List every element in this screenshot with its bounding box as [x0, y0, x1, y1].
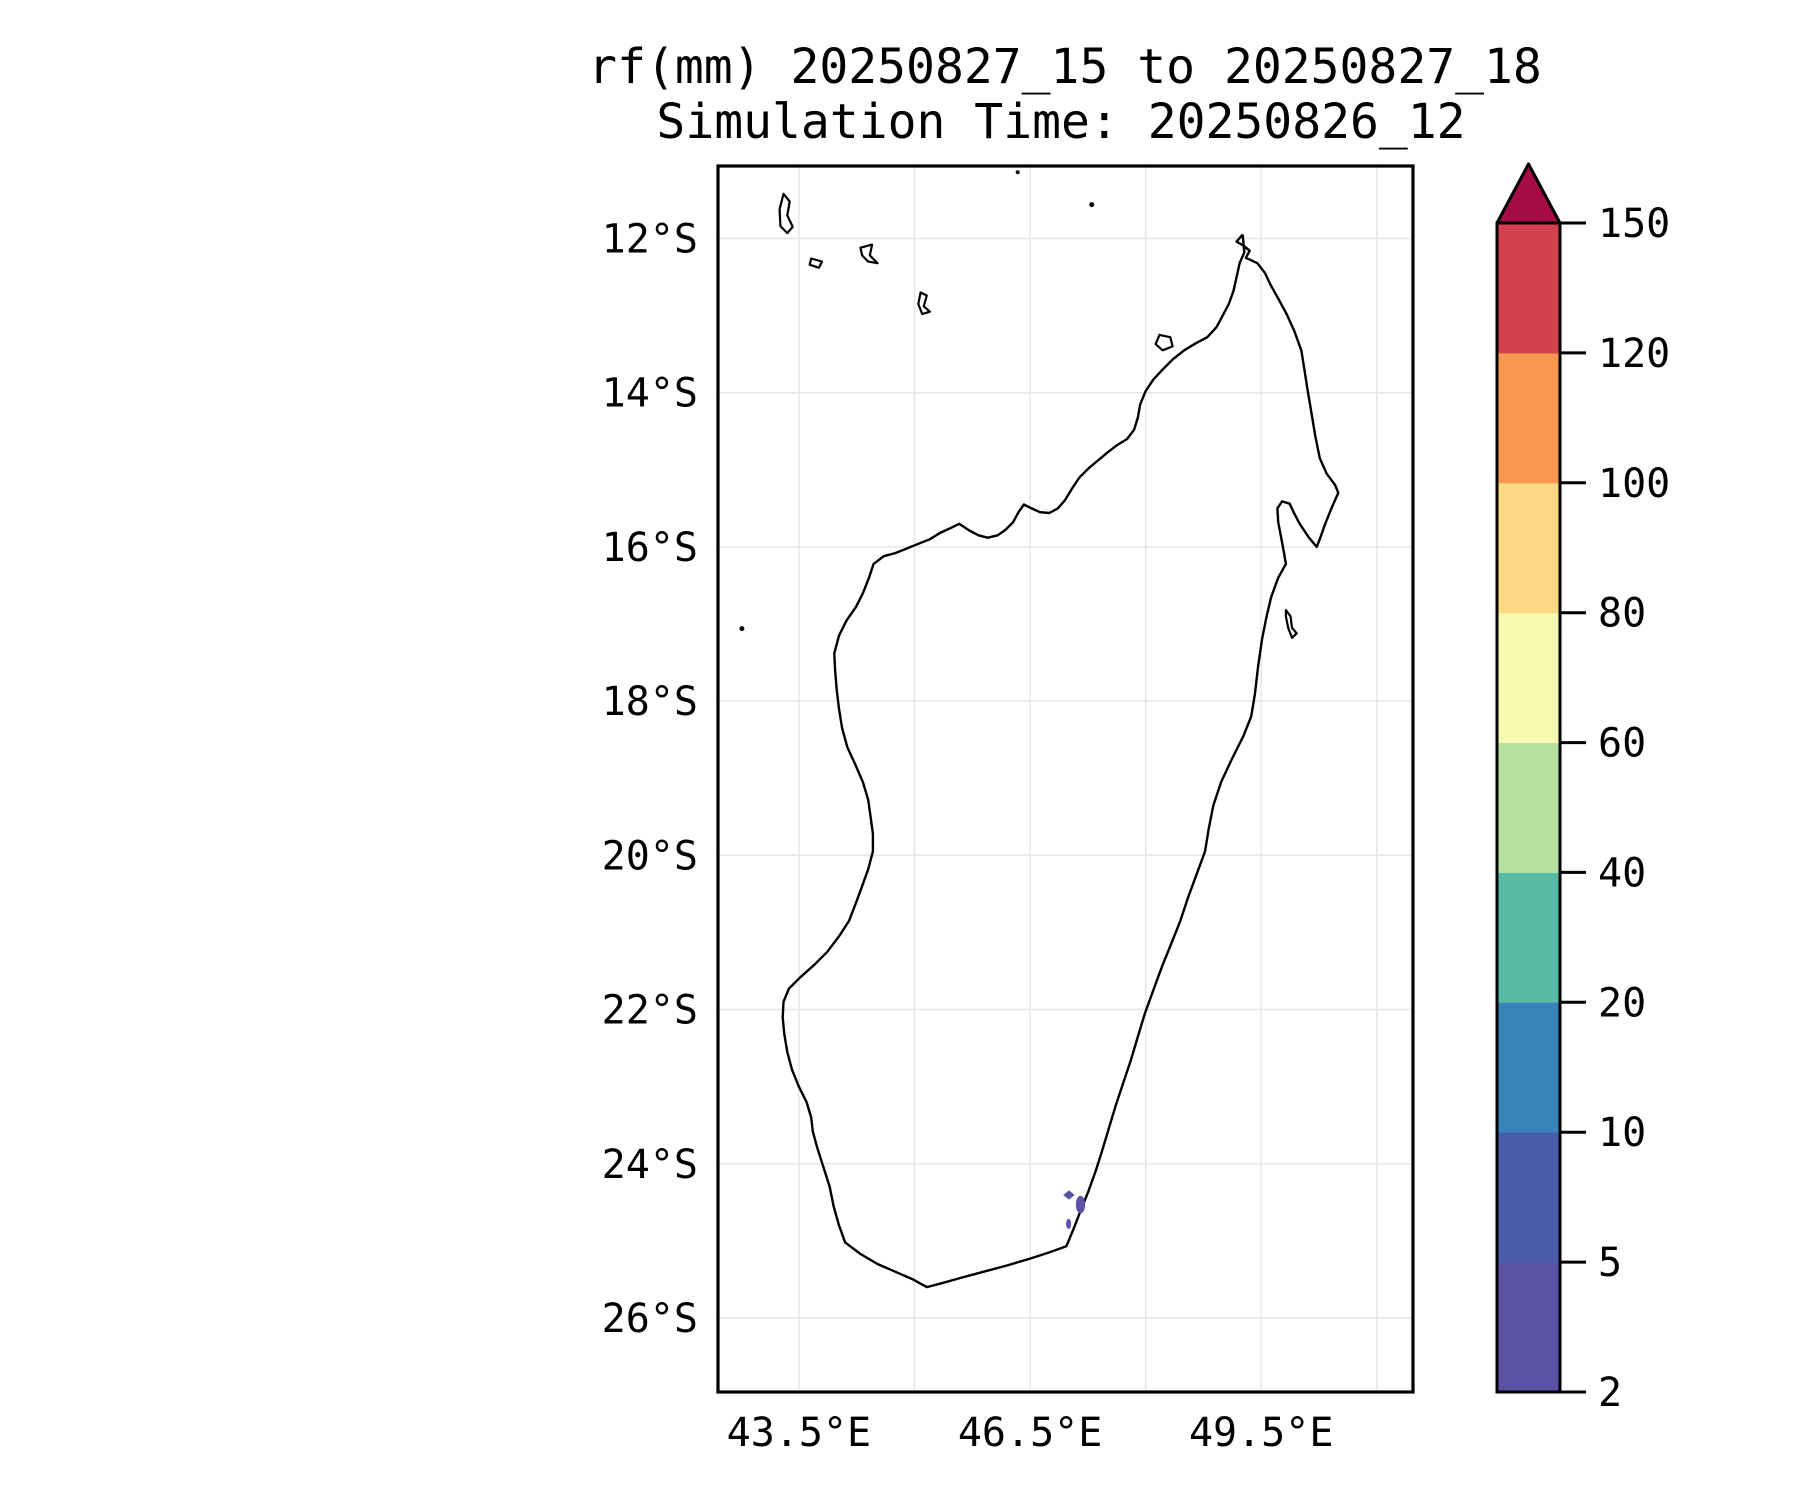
lat-tick-label: 16°S: [602, 525, 698, 571]
colorbar: 2 5 10 20 40 60 80 100 120 150: [1495, 162, 1670, 1416]
coastline-island-mayotte: [917, 291, 931, 316]
lat-tick-label: 18°S: [602, 679, 698, 725]
colorbar-tick-label: 20: [1598, 980, 1646, 1026]
colorbar-tick-label: 40: [1598, 850, 1646, 896]
colorbar-tick-label: 150: [1598, 201, 1670, 247]
plot-title-line-2: Simulation Time: 20250826_12: [656, 94, 1465, 150]
lon-tick-label: 49.5°E: [1189, 1410, 1334, 1456]
colorbar-band: [1497, 612, 1560, 744]
lon-tick-label: 43.5°E: [727, 1410, 872, 1456]
lon-tick-label: 46.5°E: [958, 1410, 1103, 1456]
lat-tick-label: 20°S: [602, 833, 698, 879]
rain-patch: [1066, 1218, 1072, 1229]
map-frame: [716, 164, 1415, 1394]
islet-dot: [1089, 202, 1095, 208]
colorbar-band: [1497, 1002, 1560, 1133]
colorbar-outline: [1495, 221, 1562, 1394]
colorbar-tick-label: 60: [1598, 721, 1646, 767]
coastline-madagascar: [781, 233, 1340, 1289]
colorbar-tick-label: 2: [1598, 1370, 1622, 1416]
colorbar-band: [1497, 742, 1560, 873]
colorbar-band: [1497, 1262, 1560, 1393]
colorbar-tick-label: 5: [1598, 1240, 1622, 1286]
coastline-island-anjouan: [859, 243, 879, 265]
axis-tick-labels: 12°S 14°S 16°S 18°S 20°S 22°S 24°S 26°S 43.5°E 46…: [602, 217, 1334, 1457]
rainfall-patches: [1063, 1190, 1086, 1229]
lat-tick-label: 14°S: [602, 371, 698, 417]
colorbar-extend-arrow: [1495, 162, 1562, 225]
islet-dot: [1015, 170, 1020, 175]
rain-patch: [1075, 1195, 1086, 1214]
map-gridlines: [718, 166, 1413, 1392]
plot-title-line-1: rf(mm) 20250827_15 to 20250827_18: [588, 39, 1542, 95]
colorbar-band: [1497, 1132, 1560, 1263]
colorbar-band: [1497, 352, 1560, 484]
colorbar-tick-label: 80: [1598, 591, 1646, 637]
coastlines: [739, 170, 1340, 1289]
map-frame-border: [716, 164, 1415, 1394]
colorbar-tick-label: 100: [1598, 461, 1670, 507]
lat-tick-label: 22°S: [602, 988, 698, 1034]
rain-patch: [1063, 1190, 1075, 1200]
colorbar-band: [1497, 482, 1560, 614]
coastline-island-sainte-marie: [1284, 609, 1298, 639]
lat-tick-label: 12°S: [602, 217, 698, 263]
colorbar-band: [1497, 223, 1560, 354]
islet-dot: [739, 626, 745, 632]
lat-tick-label: 24°S: [602, 1142, 698, 1188]
colorbar-tick-label: 120: [1598, 331, 1670, 377]
coastline-island-nosy-be: [1154, 333, 1174, 352]
lat-tick-label: 26°S: [602, 1296, 698, 1342]
coastline-island-grande-comore: [778, 192, 794, 235]
coastline-island-moheli: [808, 257, 824, 269]
colorbar-band: [1497, 872, 1560, 1003]
colorbar-tick-label: 10: [1598, 1110, 1646, 1156]
